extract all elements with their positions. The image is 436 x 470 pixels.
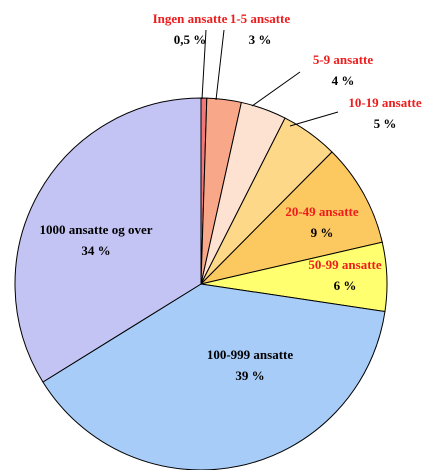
slice-label: 1000 ansatte og over [39,222,152,237]
value-label: 9 % [311,225,334,240]
pie-slice [199,151,383,285]
slice-label: Ingen ansatte [153,11,228,26]
leader-line [289,111,339,127]
value-label: 34 % [81,243,110,258]
value-label: 0,5 % [174,32,207,47]
slice-label: 5-9 ansatte [313,52,374,67]
value-label: 4 % [332,73,355,88]
value-label: 5 % [374,116,397,131]
pie-slice [14,97,202,383]
slice-label: 100-999 ansatte [207,347,294,362]
value-label: 6 % [334,278,357,293]
leader-line [251,71,301,107]
leader-lines [201,29,339,127]
value-label: 3 % [249,32,272,47]
slice-label: 10-19 ansatte [348,95,422,110]
leader-line [201,29,207,100]
slice-label: 50-99 ansatte [308,257,382,272]
pie-slice [42,283,386,470]
leader-line [215,29,225,101]
slice-label: 1-5 ansatte [230,11,291,26]
value-label: 39 % [235,368,264,383]
slice-label: 20-49 ansatte [285,204,359,219]
